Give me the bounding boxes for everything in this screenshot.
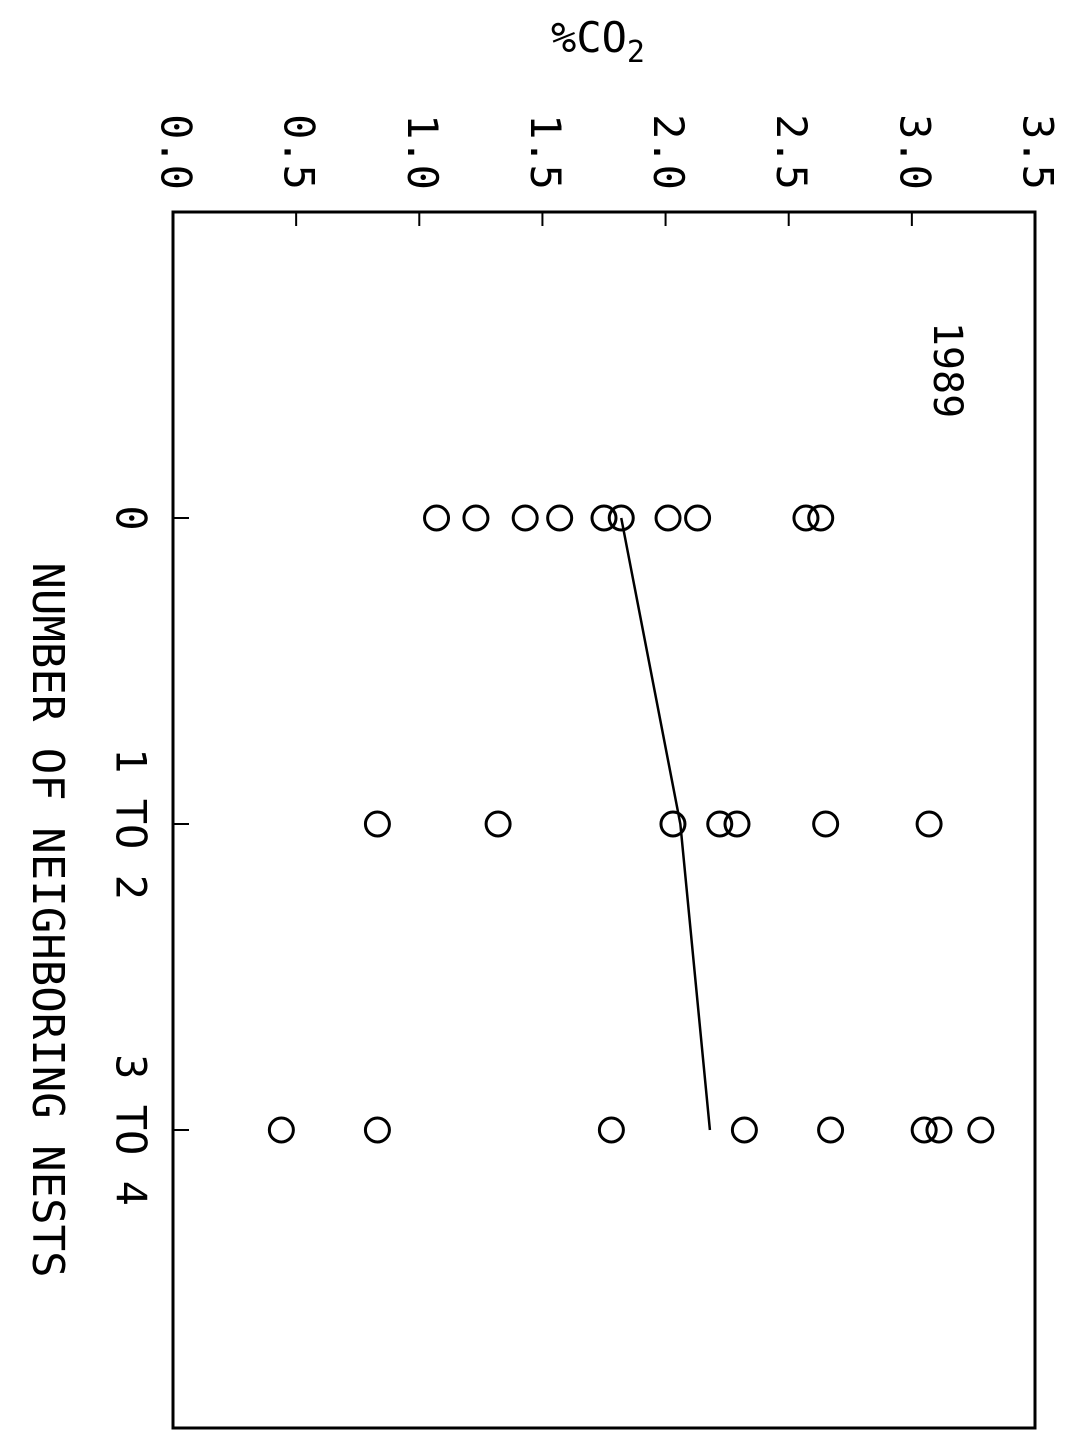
- data-point: [723, 810, 751, 838]
- mean-line: [620, 517, 712, 1131]
- y-axis-ticks: 0.0 0.5 1.0 1.5 2.0 2.5 3.0 3.5: [152, 114, 1063, 226]
- data-point: [792, 504, 820, 532]
- data-point: [730, 1116, 758, 1144]
- mean-line-group: [620, 517, 712, 1131]
- x-tick-label: 1 TO 2: [107, 748, 156, 900]
- data-point: [484, 810, 512, 838]
- data-point: [654, 504, 682, 532]
- data-point: [423, 504, 451, 532]
- data-point: [967, 1116, 995, 1144]
- data-point: [607, 504, 635, 532]
- data-point: [597, 1116, 625, 1144]
- data-point: [910, 1116, 938, 1144]
- y-tick-label: 0.0: [152, 114, 201, 190]
- y-tick-label: 0.5: [275, 114, 324, 190]
- y-axis-label-subscript: 2: [627, 35, 645, 70]
- chart-title: 1989: [924, 322, 970, 418]
- data-point: [812, 810, 840, 838]
- data-point: [659, 810, 687, 838]
- plot-frame: [171, 210, 1037, 1430]
- x-axis-ticks: 0 1 TO 2 3 TO 4: [107, 505, 189, 1206]
- data-point: [363, 810, 391, 838]
- data-point: [511, 504, 539, 532]
- x-tick-label: 3 TO 4: [107, 1054, 156, 1206]
- x-tick-label: 0: [107, 505, 156, 530]
- data-points: [267, 504, 995, 1144]
- data-point: [546, 504, 574, 532]
- data-point: [267, 1116, 295, 1144]
- data-point: [363, 1116, 391, 1144]
- y-tick-label: 1.5: [521, 114, 570, 190]
- y-axis-label: %CO2: [551, 13, 645, 70]
- y-tick-label: 2.5: [767, 114, 816, 190]
- y-tick-label: 1.0: [398, 114, 447, 190]
- data-point: [915, 810, 943, 838]
- data-point: [807, 504, 835, 532]
- y-axis-label-main: %CO: [551, 13, 627, 62]
- y-tick-label: 3.5: [1014, 114, 1063, 190]
- data-point: [817, 1116, 845, 1144]
- data-point: [684, 504, 712, 532]
- y-tick-label: 3.0: [890, 114, 939, 190]
- x-axis-label: NUMBER OF NEIGHBORING NESTS: [22, 562, 73, 1277]
- data-point: [706, 810, 734, 838]
- data-point: [925, 1116, 953, 1144]
- data-point: [462, 504, 490, 532]
- y-tick-label: 2.0: [644, 114, 693, 190]
- data-point: [590, 504, 618, 532]
